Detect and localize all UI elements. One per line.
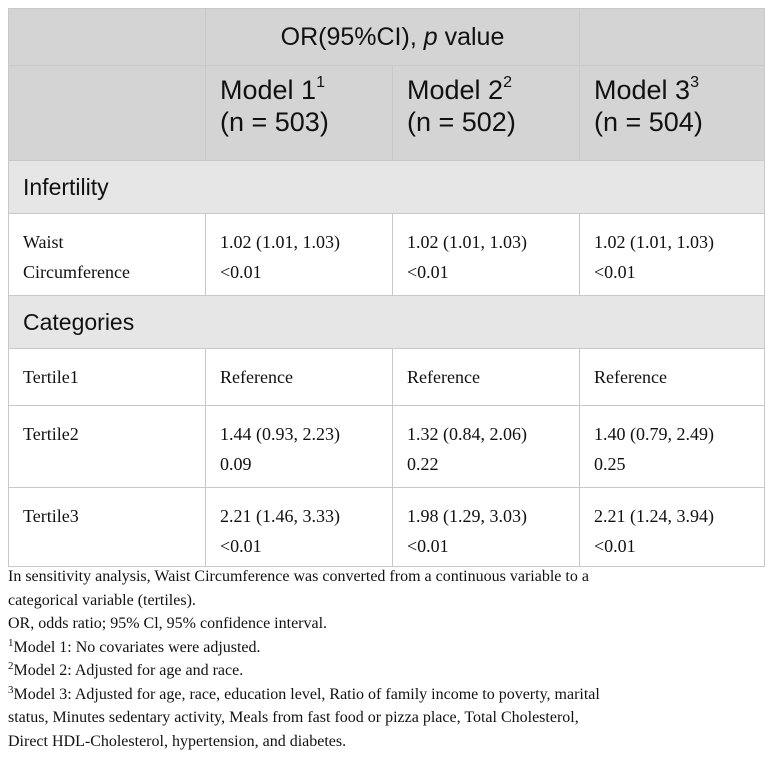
footnote-3: 3Model 3: Adjusted for age, race, educat… — [8, 683, 768, 754]
model-3-sup: 3 — [690, 74, 699, 91]
ci-value: 1.02 (1.01, 1.03) — [220, 232, 340, 252]
header-empty-cell — [8, 8, 206, 66]
p-value: <0.01 — [594, 262, 636, 282]
p-value: <0.01 — [220, 536, 262, 556]
p-value: <0.01 — [407, 262, 449, 282]
model-1-sup: 1 — [316, 74, 325, 91]
results-table-container: OR(95%CI), p value Model 11 (n = 503) Mod… — [8, 8, 765, 567]
p-value: <0.01 — [407, 536, 449, 556]
ci-value: 2.21 (1.46, 3.33) — [220, 506, 340, 526]
row-label-tertile2: Tertile2 — [8, 405, 206, 488]
footnote-2-text: Model 2: Adjusted for age and race. — [13, 662, 244, 679]
or-label: OR(95%CI), — [280, 22, 424, 51]
section-row-categories: Categories — [8, 295, 765, 349]
footnote-3-marker: 3 — [8, 683, 14, 696]
ci-value: 1.02 (1.01, 1.03) — [594, 232, 714, 252]
ci-value: 1.40 (0.79, 2.49) — [594, 424, 714, 444]
p-value: <0.01 — [594, 536, 636, 556]
reference-cell: Reference — [205, 348, 393, 406]
table-row-waist: Waist Circumference 1.02 (1.01, 1.03) <0.0… — [8, 213, 765, 296]
ci-value: 1.02 (1.01, 1.03) — [407, 232, 527, 252]
section-infertility: Infertility — [8, 160, 765, 214]
reference-cell: Reference — [392, 348, 580, 406]
sensitivity-note-line1: In sensitivity analysis, Waist Circumfer… — [8, 568, 589, 585]
footnote-1-text: Model 1: No covariates were adjusted. — [13, 638, 261, 656]
model-3-n: (n = 504) — [594, 107, 703, 137]
table-row-tertile1: Tertile1 Reference Reference Reference — [8, 348, 765, 406]
model-2-name: Model 2 — [407, 75, 504, 105]
row-label-tertile1: Tertile1 — [8, 348, 206, 406]
ci-value: 1.32 (0.84, 2.06) — [407, 424, 527, 444]
footnote-3-line2: status, Minutes sedentary activity, Meal… — [8, 709, 579, 726]
p-value: <0.01 — [220, 262, 262, 282]
footnote-2: 2Model 2: Adjusted for age and race. — [8, 659, 768, 683]
row-label-tertile3: Tertile3 — [8, 487, 206, 567]
footnote-2-marker: 2 — [8, 660, 14, 672]
abbreviation-note: OR, odds ratio; 95% Cl, 95% confidence i… — [8, 615, 328, 632]
model-2-header: Model 22 (n = 502) — [392, 65, 580, 161]
table-cell: 1.02 (1.01, 1.03) <0.01 — [205, 213, 393, 296]
or-header: OR(95%CI), p value — [205, 8, 580, 66]
ci-value: 1.98 (1.29, 3.03) — [407, 506, 527, 526]
waist-label-line1: Waist — [23, 232, 64, 252]
section-row-infertility: Infertility — [8, 160, 765, 214]
table-cell: 1.32 (0.84, 2.06) 0.22 — [392, 405, 580, 488]
header-variable-cell — [8, 65, 206, 161]
section-categories: Categories — [8, 295, 765, 349]
footnote-1-marker: 1 — [8, 636, 14, 649]
table-row-tertile3: Tertile3 2.21 (1.46, 3.33) <0.01 1.98 (1.… — [8, 487, 765, 567]
results-table: OR(95%CI), p value Model 11 (n = 503) Mod… — [8, 8, 765, 567]
model-3-header: Model 33 (n = 504) — [579, 65, 765, 161]
table-cell: 1.40 (0.79, 2.49) 0.25 — [579, 405, 765, 488]
header-empty-cell-right — [579, 8, 765, 66]
row-label-waist: Waist Circumference — [8, 213, 206, 296]
header-row-2: Model 11 (n = 503) Model 22 (n = 502) Mode… — [8, 65, 765, 161]
reference-cell: Reference — [579, 348, 765, 406]
p-value: 0.25 — [594, 454, 626, 474]
sensitivity-note: In sensitivity analysis, Waist Circumfer… — [8, 565, 768, 612]
model-1-name: Model 1 — [220, 75, 317, 105]
p-value: 0.22 — [407, 454, 439, 474]
table-cell: 1.98 (1.29, 3.03) <0.01 — [392, 487, 580, 567]
table-cell: 1.02 (1.01, 1.03) <0.01 — [579, 213, 765, 296]
model-1-header: Model 11 (n = 503) — [205, 65, 393, 161]
model-2-sup: 2 — [503, 74, 512, 91]
table-cell: 2.21 (1.46, 3.33) <0.01 — [205, 487, 393, 567]
table-footnotes: In sensitivity analysis, Waist Circumfer… — [8, 565, 768, 753]
p-label: p — [423, 22, 438, 51]
table-row-tertile2: Tertile2 1.44 (0.93, 2.23) 0.09 1.32 (0.8… — [8, 405, 765, 488]
ci-value: 2.21 (1.24, 3.94) — [594, 506, 714, 526]
table-cell: 2.21 (1.24, 3.94) <0.01 — [579, 487, 765, 567]
value-label: value — [437, 22, 505, 51]
footnote-3-line1: Model 3: Adjusted for age, race, educati… — [13, 685, 600, 703]
model-1-n: (n = 503) — [220, 107, 329, 137]
table-cell: 1.02 (1.01, 1.03) <0.01 — [392, 213, 580, 296]
table-cell: 1.44 (0.93, 2.23) 0.09 — [205, 405, 393, 488]
sensitivity-note-line2: categorical variable (tertiles). — [8, 591, 196, 609]
waist-label-line2: Circumference — [23, 262, 130, 282]
model-2-n: (n = 502) — [407, 107, 516, 137]
footnote-1: 1Model 1: No covariates were adjusted. — [8, 636, 768, 660]
p-value: 0.09 — [220, 454, 252, 474]
footnote-3-line3: Direct HDL-Cholesterol, hypertension, an… — [8, 732, 347, 750]
model-3-name: Model 3 — [594, 75, 691, 105]
ci-value: 1.44 (0.93, 2.23) — [220, 424, 340, 444]
header-row-1: OR(95%CI), p value — [8, 8, 765, 66]
